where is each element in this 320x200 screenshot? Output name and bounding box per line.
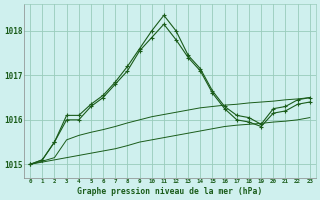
X-axis label: Graphe pression niveau de la mer (hPa): Graphe pression niveau de la mer (hPa) [77,187,263,196]
